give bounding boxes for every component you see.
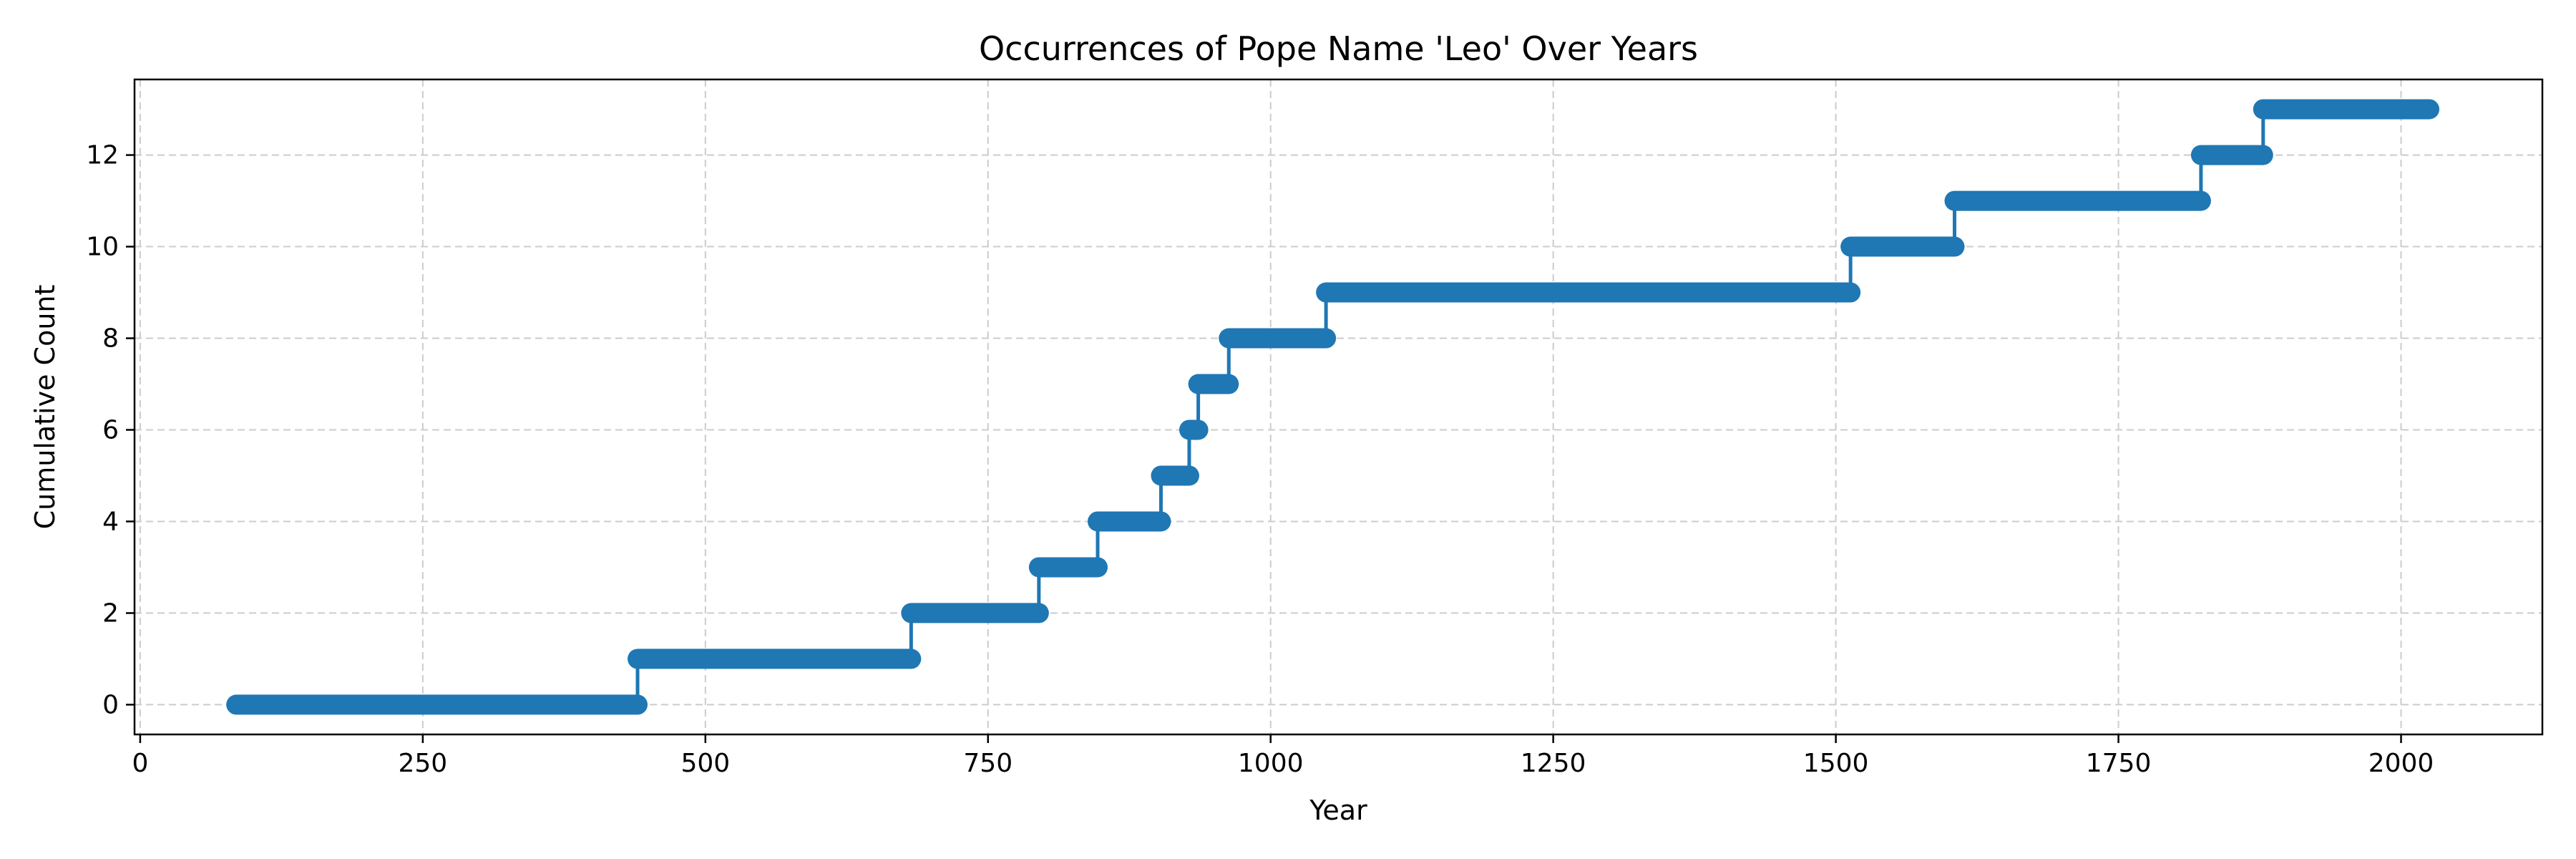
y-tick-label: 8 bbox=[102, 324, 119, 354]
y-tick-label: 10 bbox=[86, 233, 119, 262]
y-tick-label: 6 bbox=[102, 415, 119, 445]
x-tick-label: 1500 bbox=[1803, 749, 1869, 778]
x-tick-label: 750 bbox=[963, 749, 1013, 778]
x-tick-label: 250 bbox=[398, 749, 447, 778]
series-layer bbox=[226, 99, 2440, 715]
y-tick-label: 0 bbox=[102, 690, 119, 719]
y-axis-label: Cumulative Count bbox=[29, 285, 61, 530]
chart-title: Occurrences of Pope Name 'Leo' Over Year… bbox=[979, 29, 1698, 68]
x-tick-label: 1250 bbox=[1521, 749, 1586, 778]
x-tick-label: 1000 bbox=[1238, 749, 1304, 778]
x-tick-label: 500 bbox=[680, 749, 730, 778]
x-tick-label: 2000 bbox=[2368, 749, 2434, 778]
x-axis-label: Year bbox=[1309, 795, 1367, 826]
x-tick-label: 1750 bbox=[2086, 749, 2152, 778]
y-tick-label: 4 bbox=[102, 507, 119, 536]
plot-frame bbox=[133, 78, 2544, 736]
tick-layer: 0 250 500 750 1000 1250 1500 1750 2000 0 2 4 6 8 10 12 bbox=[86, 141, 2434, 778]
y-tick-label: 2 bbox=[102, 598, 119, 628]
x-tick-label: 0 bbox=[132, 749, 148, 778]
y-tick-label: 12 bbox=[86, 141, 119, 170]
grid-layer bbox=[135, 79, 2542, 734]
